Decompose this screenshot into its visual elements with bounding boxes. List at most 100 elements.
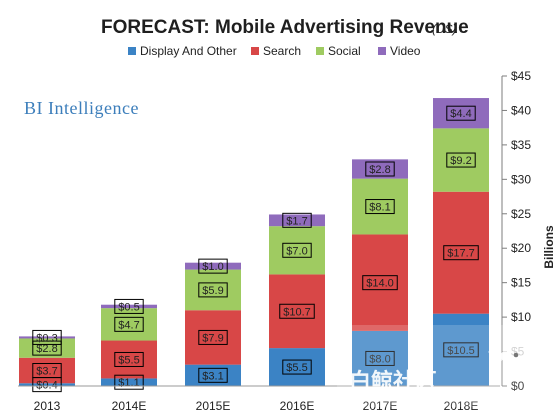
data-label-box (198, 258, 228, 274)
y-tick-label: $20 (511, 241, 531, 255)
data-label-box (32, 340, 62, 356)
data-label: $3.7 (32, 363, 62, 378)
bi-intelligence-brand: BI Intelligence (24, 98, 139, 118)
bar-segment-display-and-other (19, 383, 75, 386)
data-label: $5.9 (198, 282, 228, 298)
y-tick-label: $0 (511, 379, 525, 393)
legend-label: Social (328, 44, 361, 58)
y-tick-label: $35 (511, 138, 531, 152)
data-label: $0.5 (114, 298, 144, 314)
data-label-box (443, 245, 479, 261)
data-label-box (365, 199, 395, 215)
bar-segment-search (101, 340, 157, 379)
data-label: $0.3 (32, 329, 62, 345)
data-label: $2.8 (32, 340, 62, 356)
y-tick-label: $10 (511, 310, 531, 324)
chart-legend: Display And Other Search Social Video (128, 44, 421, 58)
data-label-text: $7.9 (202, 332, 223, 344)
data-label: $5.5 (282, 359, 312, 375)
y-tick-label: $15 (511, 276, 531, 290)
chart-title-suffix: (US) (432, 22, 457, 36)
x-tick-label: 2013 (34, 399, 61, 413)
chart-title: FORECAST: Mobile Advertising Revenue (US… (101, 17, 469, 38)
watermark: 白鲸社区 (337, 325, 554, 407)
bar-segment-display-and-other (101, 378, 157, 386)
legend-swatch (251, 47, 259, 55)
data-label-text: $3.1 (202, 370, 223, 382)
data-label-text: $14.0 (366, 278, 394, 290)
data-label-text: $5.5 (118, 354, 139, 366)
data-label: $17.7 (443, 245, 479, 261)
data-label-text: $5.9 (202, 285, 223, 297)
data-label-text: $1.7 (286, 215, 307, 227)
bar-segment-video (185, 262, 241, 270)
data-label-box (32, 363, 62, 378)
bar-segment-display-and-other (269, 348, 325, 386)
data-label-text: $8.1 (369, 202, 390, 214)
bar-segment-search (19, 357, 75, 384)
data-label-box (446, 105, 476, 121)
data-label: $10.5 (443, 342, 479, 358)
data-label-box (443, 342, 479, 358)
x-tick-label: 2018E (444, 399, 479, 413)
y-tick-label: $30 (511, 172, 531, 186)
legend-swatch (316, 47, 324, 55)
x-tick-label: 2015E (196, 399, 231, 413)
data-label: $3.1 (198, 367, 228, 383)
data-label: $8.0 (365, 350, 395, 366)
data-label-box (198, 367, 228, 383)
bar-segment-search (185, 310, 241, 365)
y-tick-label: $25 (511, 207, 531, 221)
bar-segment-display-and-other (433, 313, 489, 386)
x-axis: 2013 2014E 2015E 2016E 2017E 2018E (18, 385, 500, 413)
bar-segment-social (185, 269, 241, 311)
bar-segment-video (433, 98, 489, 129)
bar-segment-social (433, 128, 489, 192)
data-label-box (198, 329, 228, 345)
data-label-text: $17.7 (447, 248, 475, 260)
data-label-text: $10.7 (283, 306, 311, 318)
legend-item: Social (316, 44, 361, 58)
data-label-text: $7.0 (286, 245, 307, 257)
data-label-text: $9.2 (450, 155, 471, 167)
data-label-box (365, 350, 395, 366)
legend-item: Search (251, 44, 301, 58)
data-label-box (198, 282, 228, 298)
data-label-box (282, 242, 312, 258)
data-label: $5.5 (114, 351, 144, 367)
bar-segment-display-and-other (352, 330, 408, 386)
data-label-text: $3.7 (36, 366, 57, 378)
watermark-text: 白鲸社区 (349, 369, 437, 395)
legend-item: Display And Other (128, 44, 237, 58)
legend-item: Video (378, 44, 421, 58)
data-label: $4.7 (114, 316, 144, 332)
data-label: $7.9 (198, 329, 228, 345)
data-label-text: $2.8 (369, 164, 390, 176)
legend-label: Display And Other (140, 44, 237, 58)
bar-segment-video (19, 336, 75, 339)
bar-segment-video (269, 214, 325, 227)
data-label: $2.8 (365, 161, 395, 177)
x-tick-label: 2014E (112, 399, 147, 413)
data-label: $4.4 (446, 105, 476, 121)
data-label-text: $10.5 (447, 345, 475, 357)
data-label-box (362, 275, 398, 291)
data-label: $1.1 (114, 374, 144, 390)
data-label-text: $2.8 (36, 343, 57, 355)
data-label-text: $0.3 (36, 332, 57, 344)
data-label: $9.2 (446, 152, 476, 168)
bar-segment-video (101, 304, 157, 309)
bar-segment-social (269, 226, 325, 275)
data-label: $10.7 (279, 303, 315, 319)
x-tick-label: 2017E (363, 399, 398, 413)
legend-swatch (378, 47, 386, 55)
data-label-box (282, 359, 312, 375)
data-label-text: $4.7 (118, 319, 139, 331)
data-label-text: $0.5 (118, 301, 139, 313)
data-label-text: $4.4 (450, 108, 471, 120)
data-label-text: $8.0 (369, 353, 390, 365)
watermark-badge-bg (337, 325, 540, 407)
data-label: $1.0 (198, 258, 228, 274)
